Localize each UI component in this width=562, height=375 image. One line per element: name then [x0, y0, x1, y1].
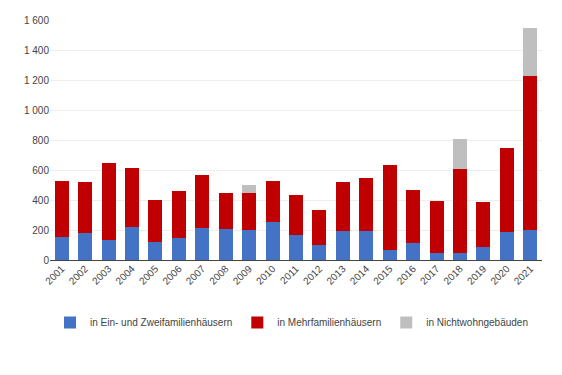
- svg-text:400: 400: [32, 195, 49, 206]
- svg-text:600: 600: [32, 165, 49, 176]
- svg-text:in Mehrfamilienhäusern: in Mehrfamilienhäusern: [277, 317, 381, 328]
- svg-text:2016: 2016: [395, 263, 419, 287]
- svg-text:in Nichtwohngebäuden: in Nichtwohngebäuden: [426, 317, 528, 328]
- svg-text:1 200: 1 200: [24, 75, 49, 86]
- svg-text:2008: 2008: [207, 263, 231, 287]
- svg-text:200: 200: [32, 225, 49, 236]
- svg-text:1 400: 1 400: [24, 45, 49, 56]
- svg-text:2015: 2015: [371, 263, 395, 287]
- svg-text:2002: 2002: [67, 263, 91, 287]
- svg-text:2017: 2017: [418, 263, 442, 287]
- svg-text:2006: 2006: [160, 263, 184, 287]
- svg-text:2003: 2003: [90, 263, 114, 287]
- svg-text:2013: 2013: [324, 263, 348, 287]
- svg-text:2021: 2021: [512, 263, 536, 287]
- svg-text:2014: 2014: [348, 263, 372, 287]
- svg-text:1 600: 1 600: [24, 15, 49, 26]
- svg-text:0: 0: [43, 255, 49, 266]
- svg-text:2012: 2012: [301, 263, 325, 287]
- svg-text:2007: 2007: [184, 263, 208, 287]
- svg-text:2011: 2011: [278, 263, 301, 286]
- svg-text:2018: 2018: [441, 263, 465, 287]
- svg-text:2009: 2009: [231, 263, 255, 287]
- svg-text:2019: 2019: [465, 263, 489, 287]
- svg-text:2020: 2020: [488, 263, 512, 287]
- svg-text:2004: 2004: [113, 263, 137, 287]
- svg-text:1 000: 1 000: [24, 105, 49, 116]
- svg-text:800: 800: [32, 135, 49, 146]
- svg-text:in Ein- und Zweifamilienhäuser: in Ein- und Zweifamilienhäusern: [90, 317, 232, 328]
- svg-text:2010: 2010: [254, 263, 278, 287]
- svg-text:2005: 2005: [137, 263, 161, 287]
- svg-text:2001: 2001: [43, 263, 67, 287]
